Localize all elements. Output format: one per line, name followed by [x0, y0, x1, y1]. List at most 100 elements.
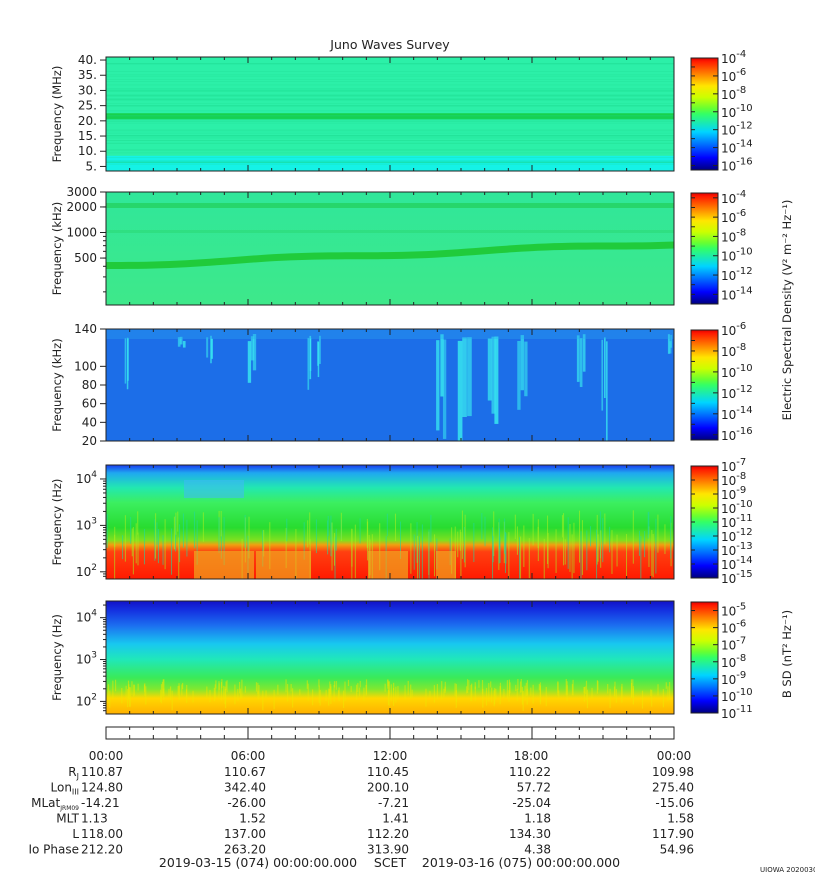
colorbar-tick-label: 10-6 — [721, 619, 746, 636]
vertical-streak — [410, 684, 412, 699]
vertical-streak — [538, 683, 540, 691]
colorbar-exponent: -10 — [736, 363, 752, 374]
vertical-streak — [470, 685, 472, 702]
ephemeris-table: RJ 110.87 110.67 110.45 110.22 109.98 LonIII 12… — [28, 765, 694, 857]
vertical-streak — [463, 527, 465, 563]
noise-line — [106, 96, 674, 98]
noise-line — [106, 99, 674, 101]
emission-burst — [670, 334, 673, 348]
vertical-streak — [143, 684, 146, 692]
vertical-streak — [285, 528, 287, 569]
vertical-streak — [220, 530, 222, 559]
vertical-streak — [651, 689, 653, 707]
vertical-streak — [244, 514, 246, 548]
emission-burst — [250, 336, 255, 361]
emission-burst — [517, 340, 521, 410]
hiss-patch — [184, 480, 244, 498]
vertical-streak — [519, 681, 522, 693]
spectrogram-image — [106, 192, 674, 305]
ephemeris-value: 1.13 — [81, 812, 108, 826]
vertical-streak — [359, 680, 361, 688]
vertical-streak — [359, 687, 361, 697]
emission-burst — [247, 341, 252, 383]
ephemeris-value: 263.20 — [224, 843, 266, 857]
colorbar-exponent: -12 — [736, 527, 752, 538]
vertical-streak — [130, 516, 132, 544]
vertical-streak — [244, 686, 246, 693]
vertical-streak — [335, 681, 337, 690]
emission-burst — [309, 337, 312, 371]
time-tick-label: 12:00 — [373, 749, 408, 763]
noise-line — [106, 150, 674, 151]
vertical-streak — [248, 516, 250, 559]
vertical-streak — [464, 514, 466, 568]
vertical-streak — [416, 522, 418, 563]
vertical-streak — [399, 521, 401, 560]
vertical-streak — [641, 690, 644, 709]
noise-line — [106, 78, 674, 80]
colorbar-exponent: -10 — [736, 103, 752, 114]
noise-line — [106, 105, 674, 106]
ephemeris-row-label: MLT — [56, 812, 79, 826]
vertical-streak — [135, 523, 137, 564]
colorbar-exponent: -11 — [736, 704, 752, 715]
vertical-streak — [393, 682, 395, 691]
vertical-streak — [441, 681, 443, 700]
colorbar-exponent: -14 — [736, 555, 752, 566]
vertical-streak — [516, 688, 518, 701]
vertical-streak — [160, 684, 163, 704]
emission-burst — [582, 334, 586, 372]
emission-burst — [179, 336, 183, 345]
vertical-streak — [178, 683, 180, 699]
y-tick-label: 140 — [74, 322, 97, 336]
y-tick-label: 40. — [78, 53, 97, 67]
vertical-streak — [404, 685, 406, 700]
vertical-streak — [388, 681, 390, 698]
noise-line — [106, 105, 674, 107]
time-axis: 00:00 06:00 12:00 18:00 00:00 — [89, 726, 691, 763]
ephemeris-value: 109.98 — [652, 765, 694, 779]
vertical-streak — [168, 688, 170, 697]
colorbar-exponent: -6 — [736, 321, 746, 332]
noise-line — [106, 162, 674, 164]
ephemeris-value: 275.40 — [652, 781, 694, 795]
emission-burst — [601, 339, 604, 411]
vertical-streak — [286, 684, 289, 702]
vertical-streak — [262, 530, 264, 567]
vertical-streak — [367, 521, 369, 561]
vertical-streak — [309, 512, 311, 545]
vertical-streak — [215, 680, 217, 689]
noise-line — [106, 63, 674, 65]
vertical-streak — [569, 524, 571, 572]
colorbar-exponent: -12 — [736, 384, 752, 395]
ephemeris-value: 110.22 — [509, 765, 551, 779]
vertical-streak — [193, 511, 195, 549]
vertical-streak — [307, 683, 309, 701]
noise-line — [106, 142, 674, 144]
ephemeris-value: 124.80 — [81, 781, 123, 795]
noise-line — [106, 98, 674, 100]
vertical-streak — [255, 682, 258, 692]
noise-line — [106, 122, 674, 124]
vertical-streak — [484, 516, 486, 547]
emission-burst — [436, 340, 440, 431]
colorbar-exponent: -6 — [736, 67, 746, 78]
vertical-streak — [499, 682, 502, 699]
colorbar-gradient — [690, 192, 719, 305]
vertical-streak — [186, 684, 188, 703]
ephemeris-row-subscript: JRM09 — [59, 805, 79, 812]
vertical-streak — [237, 689, 239, 701]
vertical-streak — [177, 685, 179, 696]
vertical-streak — [351, 528, 353, 579]
vertical-streak — [307, 520, 309, 548]
noise-line — [106, 162, 674, 164]
noise-line — [106, 134, 674, 136]
vertical-streak — [388, 690, 390, 707]
vertical-streak — [395, 686, 397, 703]
emission-burst — [524, 341, 528, 397]
y-tick-label: 35. — [78, 68, 97, 82]
vertical-streak — [333, 681, 336, 688]
